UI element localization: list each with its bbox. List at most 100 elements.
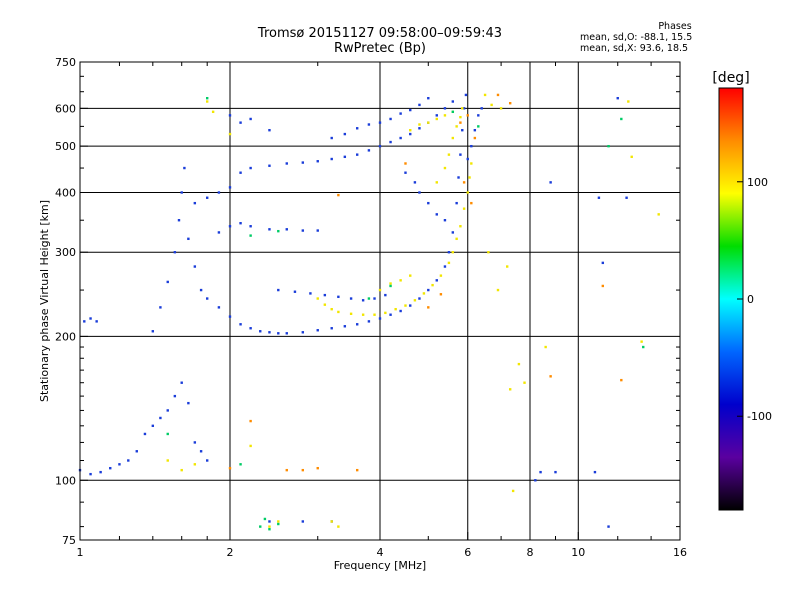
data-point-o-mode bbox=[268, 331, 271, 334]
data-point-o-mode bbox=[173, 394, 177, 398]
data-point-x-mode bbox=[323, 303, 327, 306]
data-point-x-mode bbox=[627, 100, 630, 103]
data-point-o-mode bbox=[443, 107, 447, 110]
data-point-x-mode bbox=[431, 283, 434, 287]
data-point-o-mode bbox=[228, 225, 232, 228]
data-point-green-cyan bbox=[263, 517, 267, 521]
data-point-green-cyan bbox=[451, 110, 455, 114]
data-point-o-mode bbox=[249, 225, 252, 228]
colorbar-tick-label: -100 bbox=[747, 410, 772, 423]
data-point-green-cyan bbox=[389, 284, 392, 288]
data-point-o-mode bbox=[455, 201, 458, 205]
data-point-o-mode bbox=[301, 520, 305, 523]
data-point-x-mode bbox=[508, 388, 512, 391]
data-point-o-mode bbox=[470, 144, 473, 148]
data-point-o-mode bbox=[285, 332, 288, 335]
data-point-x-mode bbox=[316, 297, 319, 300]
data-point-mixed-phase bbox=[285, 468, 288, 472]
data-point-x-mode bbox=[462, 207, 466, 210]
data-point-x-mode bbox=[193, 463, 197, 466]
data-point-o-mode bbox=[601, 261, 605, 265]
grid-lines bbox=[80, 62, 680, 540]
data-point-o-mode bbox=[616, 96, 619, 100]
data-point-o-mode bbox=[205, 297, 209, 300]
data-point-o-mode bbox=[205, 459, 209, 462]
data-point-mixed-phase bbox=[466, 114, 469, 117]
x-axis-label: Frequency [MHz] bbox=[334, 559, 426, 572]
data-point-o-mode bbox=[249, 327, 252, 330]
y-tick-label: 750 bbox=[55, 56, 76, 69]
data-point-o-mode bbox=[95, 320, 98, 323]
data-points bbox=[78, 93, 660, 531]
data-point-x-mode bbox=[544, 345, 547, 349]
data-point-o-mode bbox=[177, 219, 181, 222]
data-point-green-cyan bbox=[477, 125, 480, 128]
data-point-o-mode bbox=[418, 297, 421, 300]
data-point-x-mode bbox=[499, 107, 503, 110]
data-point-o-mode bbox=[443, 219, 447, 222]
data-point-o-mode bbox=[435, 279, 438, 282]
data-point-o-mode bbox=[89, 317, 92, 320]
data-point-o-mode bbox=[554, 470, 557, 474]
data-point-mixed-phase bbox=[508, 101, 512, 105]
data-point-o-mode bbox=[193, 441, 197, 444]
data-point-mixed-phase bbox=[473, 136, 477, 140]
data-point-x-mode bbox=[496, 288, 500, 292]
data-point-x-mode bbox=[330, 520, 333, 523]
data-point-x-mode bbox=[205, 100, 209, 103]
data-point-o-mode bbox=[228, 114, 232, 117]
data-point-o-mode bbox=[409, 108, 412, 112]
data-point-o-mode bbox=[451, 100, 455, 103]
data-point-o-mode bbox=[268, 128, 271, 132]
data-point-green-cyan bbox=[607, 144, 610, 148]
data-point-mixed-phase bbox=[459, 121, 462, 124]
data-point-o-mode bbox=[118, 463, 121, 466]
data-point-o-mode bbox=[409, 132, 412, 136]
data-point-o-mode bbox=[464, 93, 468, 97]
data-point-o-mode bbox=[309, 292, 312, 295]
data-point-o-mode bbox=[451, 231, 455, 234]
data-point-o-mode bbox=[427, 288, 430, 292]
data-point-x-mode bbox=[466, 191, 469, 194]
data-point-o-mode bbox=[127, 459, 130, 462]
data-point-o-mode bbox=[378, 317, 382, 320]
data-point-o-mode bbox=[355, 323, 359, 326]
data-point-x-mode bbox=[277, 520, 280, 523]
data-point-o-mode bbox=[143, 432, 147, 436]
axes: 1 2 4 6 8 10 16 75 100 200 300 400 500 600 750 bbox=[55, 56, 687, 559]
data-point-o-mode bbox=[239, 121, 242, 124]
colorbar-label: [deg] bbox=[712, 70, 749, 86]
data-point-o-mode bbox=[217, 191, 221, 194]
y-tick-label: 400 bbox=[55, 186, 76, 199]
data-point-o-mode bbox=[199, 288, 203, 292]
data-point-o-mode bbox=[316, 160, 319, 163]
y-tick-label: 75 bbox=[62, 534, 76, 547]
data-point-x-mode bbox=[404, 304, 407, 307]
data-point-o-mode bbox=[316, 229, 319, 232]
data-point-o-mode bbox=[330, 136, 333, 140]
data-point-o-mode bbox=[477, 114, 480, 117]
data-point-x-mode bbox=[399, 279, 402, 282]
data-point-o-mode bbox=[378, 121, 382, 124]
data-point-x-mode bbox=[427, 121, 430, 124]
data-point-o-mode bbox=[399, 309, 402, 313]
data-point-o-mode bbox=[443, 265, 447, 268]
data-point-x-mode bbox=[378, 288, 382, 292]
data-point-o-mode bbox=[389, 117, 392, 121]
data-point-x-mode bbox=[443, 114, 447, 117]
y-tick-label: 500 bbox=[55, 140, 76, 153]
data-point-o-mode bbox=[399, 136, 402, 140]
data-point-o-mode bbox=[277, 288, 280, 292]
data-point-o-mode bbox=[135, 450, 138, 453]
y-axis-label: Stationary phase Virtual Height [km] bbox=[38, 200, 51, 402]
data-point-x-mode bbox=[459, 225, 462, 228]
data-point-x-mode bbox=[337, 310, 340, 314]
data-point-o-mode bbox=[228, 315, 232, 318]
x-tick-label: 16 bbox=[673, 546, 687, 559]
data-point-o-mode bbox=[183, 166, 186, 170]
phase-summary-o: mean, sd,O: -88.1, 15.5 bbox=[580, 32, 693, 43]
data-point-x-mode bbox=[166, 459, 169, 462]
data-point-mixed-phase bbox=[462, 181, 466, 184]
data-point-o-mode bbox=[384, 293, 387, 297]
data-point-o-mode bbox=[473, 128, 477, 132]
